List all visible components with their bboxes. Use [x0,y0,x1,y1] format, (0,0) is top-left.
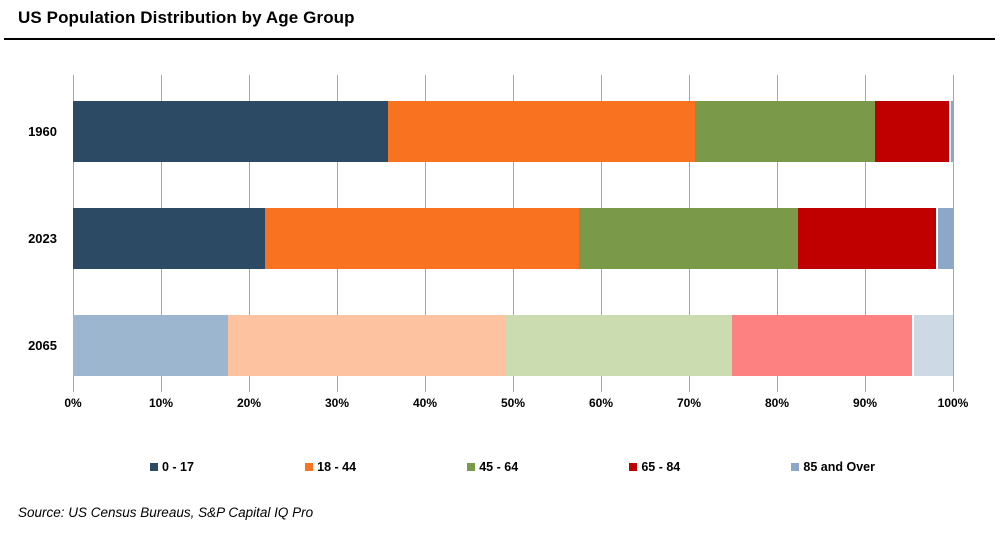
legend-swatch [305,463,314,471]
bar-segment [227,315,506,376]
legend-label: 0 - 17 [162,460,194,474]
legend-swatch [467,463,476,471]
bar-row [73,208,953,269]
chart-title: US Population Distribution by Age Group [18,8,355,27]
bar-segment [264,208,579,269]
bar-segment [936,208,953,269]
x-axis-tick-label: 30% [324,396,350,410]
bar-segment [73,315,228,376]
bar-segment [578,208,799,269]
x-axis-tick-label: 20% [236,396,262,410]
x-axis-tick-label: 60% [588,396,614,410]
legend: 0 - 17 18 - 44 45 - 64 65 - 84 85 and Over [150,460,875,474]
legend-label: 85 and Over [803,460,875,474]
y-axis-category-labels: 1960 2023 2065 [0,75,57,392]
bar-segment [73,208,265,269]
bar-segment [874,101,949,162]
x-axis-tick-label: 90% [852,396,878,410]
x-axis-tick-label: 0% [64,396,82,410]
x-axis-tick-label: 70% [676,396,702,410]
legend-label: 18 - 44 [317,460,357,474]
legend-label: 65 - 84 [641,460,681,474]
x-axis-tick-label: 40% [412,396,438,410]
category-label: 1960 [28,124,57,139]
bar-segment [948,101,953,162]
bar-segment [73,101,389,162]
legend-item: 18 - 44 [305,460,356,474]
legend-swatch [791,463,800,471]
legend-swatch [150,463,158,471]
source-note: Source: US Census Bureaus, S&P Capital I… [18,505,314,520]
x-axis-tick-label: 50% [500,396,526,410]
bar-segment [911,315,953,376]
legend-label: 45 - 64 [479,460,519,474]
category-label: 2065 [28,338,57,353]
bar-segment [732,315,912,376]
legend-item: 65 - 84 [629,460,680,474]
legend-item: 0 - 17 [150,460,194,474]
bar-segment [695,101,875,162]
category-label: 2023 [28,231,57,246]
x-axis-tick-label: 100% [937,396,969,410]
legend-swatch [629,463,638,471]
bar-segment [505,315,733,376]
bar-row [73,101,953,162]
legend-item: 85 and Over [791,460,875,474]
x-axis-tick-label: 10% [148,396,174,410]
plot-area: 0% 10% 20% 30% 40% 50% 60% 70% 80% 90% 100% [64,75,968,410]
bar-row [73,315,953,376]
title-underline [4,38,995,40]
x-axis-tick-label: 80% [764,396,790,410]
bar-segment [388,101,696,162]
bar-segment [798,208,937,269]
legend-item: 45 - 64 [467,460,518,474]
gridline [952,75,954,392]
